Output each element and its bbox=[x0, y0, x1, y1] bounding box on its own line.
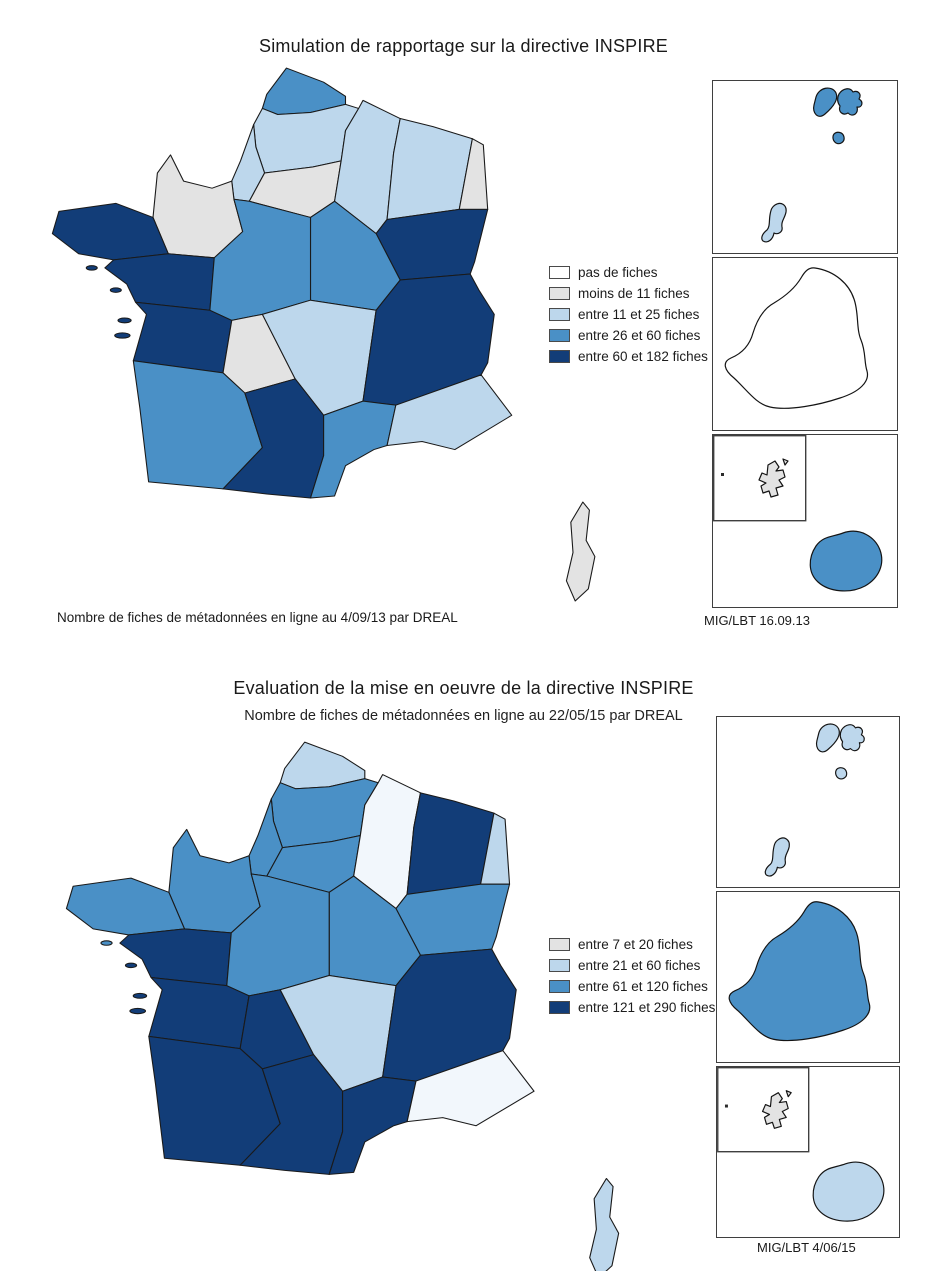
legend-swatch bbox=[549, 266, 570, 279]
legend-item-121-290: entre 121 et 290 fiches bbox=[549, 997, 715, 1018]
islet-poitou-charentes bbox=[132, 992, 148, 999]
region-rhone-alpes bbox=[382, 948, 517, 1082]
island-mayotte bbox=[761, 1092, 789, 1129]
island-guadeloupe bbox=[813, 87, 838, 117]
legend-swatch bbox=[549, 308, 570, 321]
france-map-2015 bbox=[65, 741, 620, 1271]
legend-label: entre 7 et 20 fiches bbox=[578, 937, 693, 952]
region-bretagne bbox=[51, 202, 169, 261]
island-mayotte bbox=[758, 460, 786, 498]
region-languedoc-roussillon bbox=[309, 400, 397, 499]
legend-item-60-182: entre 60 et 182 fiches bbox=[549, 346, 708, 367]
legend-label: moins de 11 fiches bbox=[578, 286, 690, 301]
region-pays-de-la-loire bbox=[119, 928, 232, 987]
france-map-2013 bbox=[51, 67, 596, 602]
legend-item-61-120: entre 61 et 120 fiches bbox=[549, 976, 715, 997]
region-languedoc-roussillon bbox=[328, 1076, 417, 1175]
island-martinique bbox=[761, 202, 787, 243]
map1-caption: Nombre de fiches de métadonnées en ligne… bbox=[57, 610, 458, 625]
island-reunion bbox=[812, 1161, 885, 1222]
legend-label: entre 61 et 120 fiches bbox=[578, 979, 708, 994]
map2-subtitle: Nombre de fiches de métadonnées en ligne… bbox=[244, 708, 683, 724]
inset-mayotte-reunion-2015 bbox=[716, 1066, 900, 1238]
island-guyane bbox=[728, 901, 871, 1042]
legend-swatch bbox=[549, 1001, 570, 1014]
legend-item-21-60: entre 21 et 60 fiches bbox=[549, 955, 715, 976]
region-paca bbox=[386, 374, 513, 451]
legend-label: entre 60 et 182 fiches bbox=[578, 349, 708, 364]
island-mayotte bbox=[785, 1090, 792, 1098]
region-corse bbox=[589, 1177, 620, 1271]
inset-antilles-2015 bbox=[716, 716, 900, 888]
map2-legend: entre 7 et 20 fiches entre 21 et 60 fich… bbox=[549, 934, 715, 1018]
islet-pays-de-la-loire bbox=[124, 962, 138, 969]
islet-bretagne bbox=[85, 265, 98, 271]
legend-label: entre 26 et 60 fiches bbox=[578, 328, 701, 343]
island-guyane bbox=[724, 267, 869, 409]
islet-dot bbox=[724, 1104, 728, 1108]
region-pays-de-la-loire bbox=[104, 253, 215, 311]
map2-credit: MIG/LBT 4/06/15 bbox=[757, 1240, 856, 1255]
legend-label: pas de fiches bbox=[578, 265, 658, 280]
island-guadeloupe bbox=[815, 723, 840, 753]
legend-swatch bbox=[549, 329, 570, 342]
island-guadeloupe bbox=[835, 767, 848, 780]
legend-item-pas-de-fiches: pas de fiches bbox=[549, 262, 708, 283]
legend-label: entre 121 et 290 fiches bbox=[578, 1000, 716, 1015]
legend-item-11-25: entre 11 et 25 fiches bbox=[549, 304, 708, 325]
region-lorraine bbox=[406, 792, 495, 895]
legend-swatch bbox=[549, 350, 570, 363]
region-basse-normandie bbox=[168, 828, 261, 934]
islet-poitou-charentes bbox=[117, 317, 132, 324]
islet-bretagne bbox=[100, 940, 113, 946]
map1-legend: pas de fiches moins de 11 fiches entre 1… bbox=[549, 262, 708, 367]
legend-swatch bbox=[549, 287, 570, 300]
island-mayotte bbox=[782, 458, 789, 466]
legend-item-moins-de-11: moins de 11 fiches bbox=[549, 283, 708, 304]
region-rhone-alpes bbox=[362, 273, 495, 406]
map1-credit: MIG/LBT 16.09.13 bbox=[704, 613, 810, 628]
region-bretagne bbox=[65, 877, 186, 936]
legend-item-7-20: entre 7 et 20 fiches bbox=[549, 934, 715, 955]
legend-swatch bbox=[549, 980, 570, 993]
islet-pays-de-la-loire bbox=[109, 287, 122, 293]
inset-guyane-2015 bbox=[716, 891, 900, 1063]
island-martinique bbox=[764, 837, 790, 877]
map2-title: Evaluation de la mise en oeuvre de la di… bbox=[233, 678, 694, 698]
legend-item-26-60: entre 26 et 60 fiches bbox=[549, 325, 708, 346]
region-lorraine bbox=[386, 118, 473, 220]
region-corse bbox=[565, 501, 596, 602]
legend-swatch bbox=[549, 959, 570, 972]
inset-guyane-2013 bbox=[712, 257, 898, 431]
islet-poitou-charentes bbox=[129, 1007, 147, 1015]
region-paca bbox=[406, 1050, 535, 1127]
island-guadeloupe bbox=[837, 88, 863, 116]
map1-title: Simulation de rapportage sur la directiv… bbox=[259, 36, 668, 56]
legend-label: entre 21 et 60 fiches bbox=[578, 958, 701, 973]
legend-swatch bbox=[549, 938, 570, 951]
island-guadeloupe bbox=[839, 724, 865, 752]
islet-dot bbox=[721, 473, 724, 476]
region-basse-normandie bbox=[152, 154, 244, 259]
inset-antilles-2013 bbox=[712, 80, 898, 254]
inset-mayotte-reunion-2013 bbox=[712, 434, 898, 608]
islet-poitou-charentes bbox=[114, 332, 131, 339]
island-guadeloupe bbox=[832, 131, 845, 145]
legend-label: entre 11 et 25 fiches bbox=[578, 307, 700, 322]
island-reunion bbox=[809, 530, 883, 592]
